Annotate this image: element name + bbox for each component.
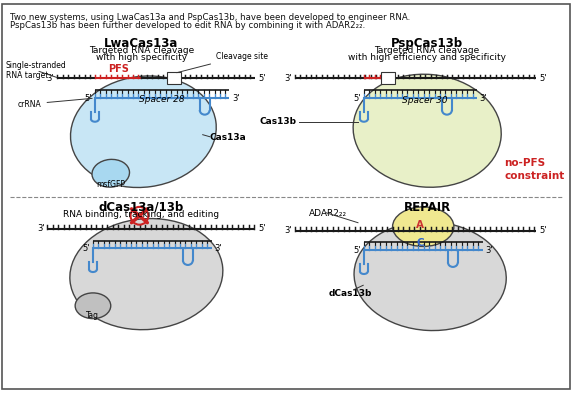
Text: Tag: Tag	[87, 311, 99, 320]
Text: 3': 3'	[284, 74, 292, 83]
Text: Cas13a: Cas13a	[210, 133, 246, 142]
Text: 5': 5'	[539, 226, 546, 235]
Text: 3': 3'	[47, 74, 54, 83]
Text: 5': 5'	[539, 74, 546, 83]
Text: Spacer 28: Spacer 28	[139, 95, 185, 104]
Text: C: C	[416, 239, 424, 248]
Text: RNA binding, tracking, and editing: RNA binding, tracking, and editing	[64, 210, 220, 219]
Text: dCas13a/13b: dCas13a/13b	[99, 201, 184, 214]
Text: crRNA: crRNA	[18, 98, 92, 108]
Ellipse shape	[392, 207, 454, 246]
Text: Targeted RNA cleavage: Targeted RNA cleavage	[375, 46, 480, 55]
Text: no-PFS
constraint: no-PFS constraint	[505, 158, 565, 181]
Text: 3': 3'	[486, 246, 493, 255]
Text: PspCas13b: PspCas13b	[391, 37, 463, 50]
FancyBboxPatch shape	[167, 72, 181, 84]
Text: LwaCas13a: LwaCas13a	[104, 37, 179, 50]
Text: 3': 3'	[37, 224, 45, 233]
Text: 5': 5'	[258, 224, 265, 233]
Text: REPAIR: REPAIR	[403, 201, 451, 214]
Text: 5': 5'	[258, 74, 265, 83]
Text: Cleavage site: Cleavage site	[177, 51, 268, 73]
Text: 3': 3'	[284, 226, 292, 235]
Text: 5': 5'	[353, 246, 361, 255]
Ellipse shape	[71, 76, 216, 187]
Text: ADAR2₂₂: ADAR2₂₂	[309, 209, 347, 218]
Text: 5': 5'	[83, 244, 90, 253]
Text: with high specificity: with high specificity	[96, 53, 187, 62]
Text: PspCas13b has been further developed to edit RNA by combining it with ADAR2₂₂.: PspCas13b has been further developed to …	[10, 21, 365, 30]
Text: msfGFP: msfGFP	[97, 180, 125, 189]
Text: Targeted RNA cleavage: Targeted RNA cleavage	[89, 46, 194, 55]
Text: 3': 3'	[232, 94, 240, 103]
Ellipse shape	[353, 74, 501, 187]
Text: with high efficiency and specificity: with high efficiency and specificity	[348, 53, 506, 62]
Text: A: A	[416, 220, 424, 230]
Text: dCas13b: dCas13b	[328, 289, 372, 298]
Text: 3': 3'	[480, 94, 487, 103]
Ellipse shape	[354, 222, 506, 331]
Ellipse shape	[75, 293, 111, 319]
Text: Single-stranded
RNA target: Single-stranded RNA target	[6, 61, 66, 80]
Text: PFS: PFS	[108, 64, 129, 74]
Ellipse shape	[92, 160, 129, 187]
Text: Cas13b: Cas13b	[260, 118, 297, 126]
Text: 5': 5'	[353, 94, 361, 103]
Text: Spacer 30: Spacer 30	[402, 95, 448, 105]
Text: Two new systems, using LwaCas13a and PspCas13b, have been developed to engineer : Two new systems, using LwaCas13a and Psp…	[10, 13, 410, 22]
Text: 3': 3'	[214, 244, 222, 253]
Text: 5': 5'	[84, 94, 92, 103]
FancyBboxPatch shape	[381, 72, 395, 84]
Ellipse shape	[70, 219, 223, 330]
